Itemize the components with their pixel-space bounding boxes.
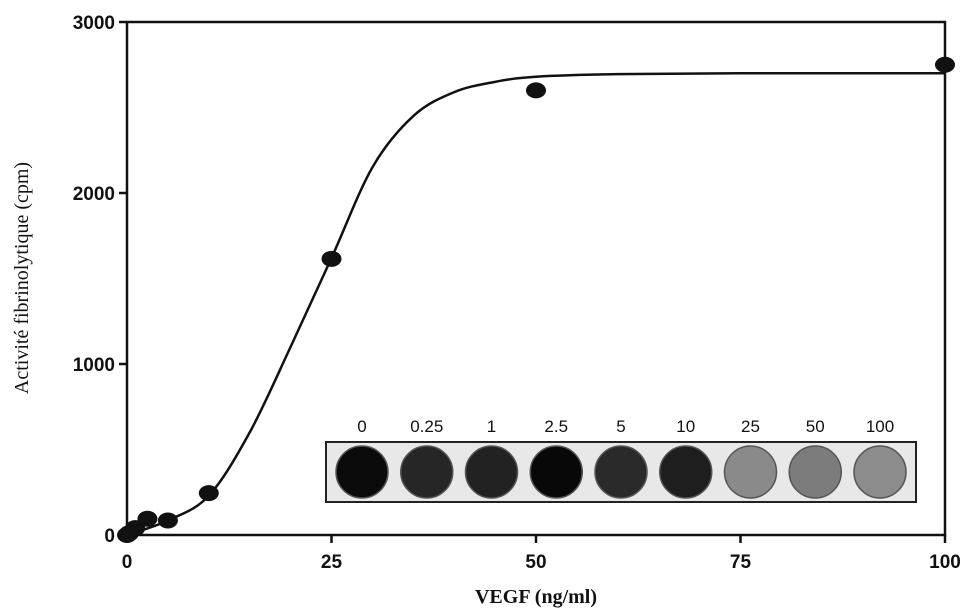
y-tick-label: 1000 — [73, 355, 115, 376]
inset-well — [659, 445, 713, 499]
data-point — [198, 485, 219, 502]
inset-well — [400, 445, 454, 499]
inset-label: 50 — [806, 417, 825, 436]
inset-well — [464, 445, 519, 499]
inset-label: 100 — [866, 417, 894, 436]
x-tick-label: 50 — [525, 552, 546, 573]
data-point — [157, 512, 178, 529]
x-tick-label: 25 — [321, 552, 343, 573]
inset-label: 2.5 — [544, 417, 568, 436]
inset-label: 0.25 — [410, 417, 443, 436]
x-axis-title: VEGF (ng/ml) — [475, 586, 597, 608]
data-point — [526, 82, 546, 99]
y-axis-title: Activité fibrinolytique (cpm) — [11, 162, 33, 394]
inset-label: 25 — [741, 417, 760, 436]
inset-label: 10 — [676, 417, 695, 436]
y-tick-label: 0 — [104, 526, 115, 547]
inset-well — [853, 445, 907, 499]
data-point — [137, 510, 158, 527]
inset-label: 0 — [357, 417, 366, 436]
inset-well — [529, 445, 583, 499]
inset-well — [594, 445, 648, 499]
inset-well — [788, 445, 842, 499]
fit-curve — [126, 71, 946, 537]
inset-well — [723, 445, 778, 499]
x-tick-label: 100 — [929, 552, 961, 573]
y-tick-label: 3000 — [73, 13, 115, 34]
x-tick-label: 0 — [122, 552, 133, 573]
data-point — [321, 250, 342, 267]
inset-label: 1 — [487, 417, 496, 436]
inset-well — [335, 445, 389, 499]
inset-label: 5 — [616, 417, 625, 436]
y-tick-label: 2000 — [73, 184, 115, 205]
x-tick-label: 75 — [730, 552, 752, 573]
data-point — [935, 56, 955, 73]
